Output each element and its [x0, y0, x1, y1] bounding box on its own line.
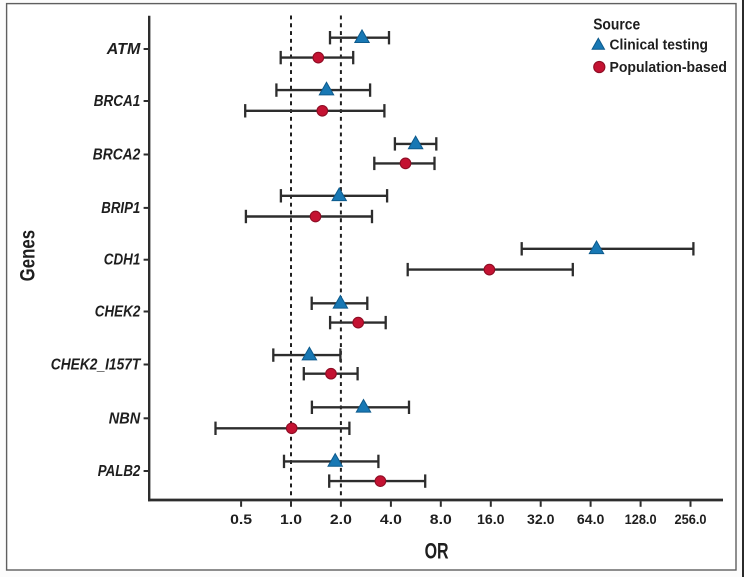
svg-text:Clinical testing: Clinical testing	[610, 36, 709, 53]
svg-text:BRCA1: BRCA1	[94, 93, 141, 110]
svg-text:1.0: 1.0	[280, 512, 302, 527]
svg-text:128.0: 128.0	[625, 512, 657, 527]
svg-text:0.5: 0.5	[230, 512, 252, 527]
svg-text:CHEK2: CHEK2	[95, 304, 141, 321]
svg-text:32.0: 32.0	[527, 512, 555, 527]
svg-text:OR: OR	[425, 539, 449, 564]
svg-text:2.0: 2.0	[330, 512, 352, 527]
svg-text:4.0: 4.0	[380, 512, 402, 527]
svg-text:Genes: Genes	[16, 230, 40, 282]
svg-text:Population-based: Population-based	[610, 59, 728, 76]
svg-text:BRCA2: BRCA2	[93, 147, 141, 164]
svg-text:PALB2: PALB2	[98, 463, 141, 480]
svg-text:Source: Source	[593, 16, 640, 33]
svg-text:8.0: 8.0	[430, 512, 452, 527]
svg-text:NBN: NBN	[109, 410, 141, 427]
svg-text:CHEK2_I157T: CHEK2_I157T	[51, 357, 142, 374]
svg-text:64.0: 64.0	[577, 512, 605, 527]
svg-text:256.0: 256.0	[675, 512, 707, 527]
svg-text:BRIP1: BRIP1	[101, 200, 140, 217]
svg-text:16.0: 16.0	[477, 512, 505, 527]
svg-text:CDH1: CDH1	[104, 252, 141, 269]
svg-text:ATM: ATM	[106, 41, 141, 58]
